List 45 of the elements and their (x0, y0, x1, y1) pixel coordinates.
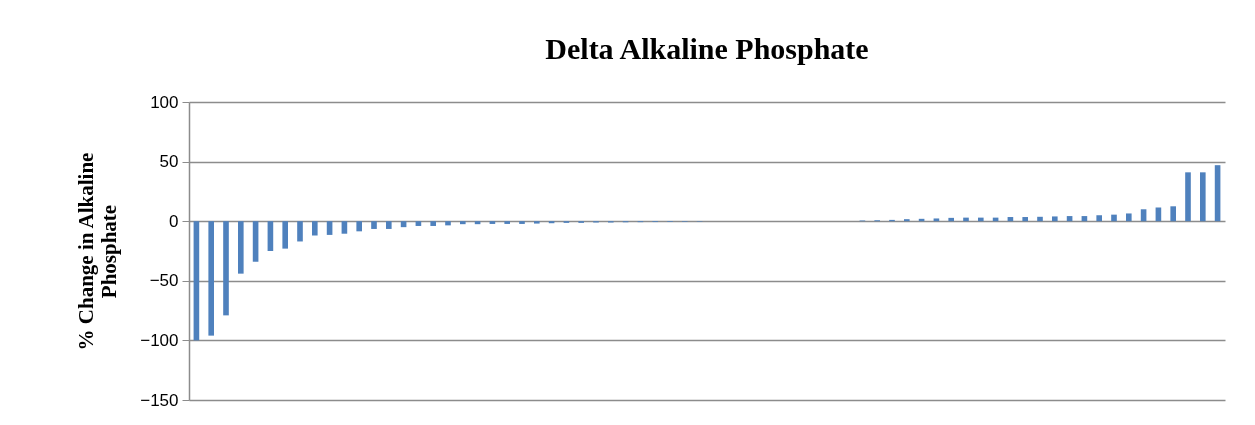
y-tick-label: −150 (140, 390, 179, 410)
bar (533, 221, 540, 224)
bar (311, 221, 318, 236)
bar (903, 219, 910, 222)
y-tick-label: 50 (159, 152, 179, 172)
bar (1185, 172, 1191, 222)
bar (297, 221, 303, 242)
y-tick-label: 100 (150, 92, 179, 112)
bar (223, 221, 229, 316)
bar (933, 218, 940, 222)
bar (1140, 209, 1147, 222)
bar (430, 221, 437, 226)
y-tick-label: 0 (169, 211, 179, 231)
bar (415, 221, 422, 226)
bar (548, 221, 555, 224)
bar (459, 221, 466, 225)
bar (1051, 216, 1058, 222)
bar (977, 217, 984, 222)
bar (1170, 206, 1177, 222)
bar (1111, 214, 1117, 222)
bar (1155, 207, 1162, 222)
y-tick-label: −100 (140, 330, 179, 350)
bar (282, 221, 289, 249)
bar (1096, 215, 1103, 222)
bar (948, 217, 955, 222)
bar (252, 221, 259, 262)
bar (963, 217, 969, 222)
bar (356, 221, 363, 232)
bar (1125, 213, 1132, 222)
bar (341, 221, 348, 234)
y-axis-title: % Change in Alkaline Phosphate (74, 152, 122, 351)
bar (504, 221, 511, 224)
bar (519, 221, 525, 224)
bar (237, 221, 244, 274)
bar (1037, 216, 1043, 222)
bar (371, 221, 377, 229)
bar (385, 221, 392, 229)
y-tick-label: −50 (149, 271, 179, 291)
bar (1022, 217, 1029, 222)
bar (445, 221, 451, 226)
bar (489, 221, 496, 224)
bar (326, 221, 333, 235)
bar (1199, 172, 1206, 222)
chart-title: Delta Alkaline Phosphate (545, 32, 869, 65)
bar (208, 221, 215, 336)
